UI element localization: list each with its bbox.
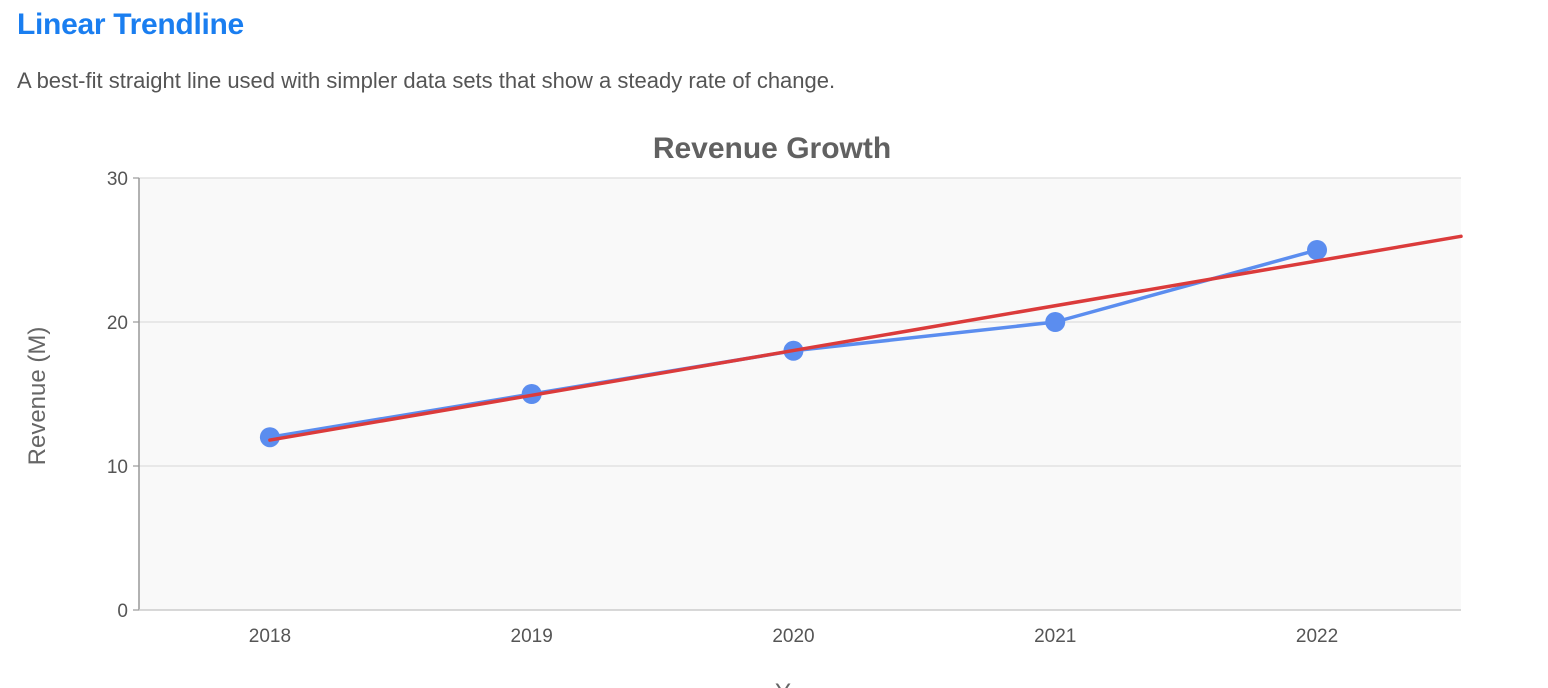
x-tick-label: 2019 [511, 626, 553, 647]
y-tick-label: 0 [117, 601, 128, 622]
x-tick-label: 2022 [1296, 626, 1338, 647]
x-tick-label: 2018 [249, 626, 291, 647]
x-axis-ticks: 2018 2019 2020 2021 2022 [249, 626, 1338, 647]
axes [138, 178, 1461, 611]
y-tick-label: 20 [107, 313, 128, 334]
trendline-layer [268, 234, 1463, 442]
section-title: Linear Trendline [17, 8, 244, 41]
y-tick-label: 10 [107, 457, 128, 478]
section-description: A best-fit straight line used with simpl… [17, 68, 836, 93]
x-tick-label: 2020 [772, 626, 814, 647]
chart-title: Revenue Growth [653, 132, 891, 165]
data-point [1307, 240, 1328, 260]
data-point [1045, 312, 1066, 332]
y-tick-label: 30 [107, 169, 128, 190]
data-point [259, 427, 280, 448]
y-axis-label: Revenue (M) [24, 327, 51, 466]
linear-trendline [268, 234, 1463, 442]
plot-area [139, 178, 1461, 610]
y-axis-ticks: 0 10 20 30 [107, 169, 139, 622]
x-axis-label: Y [775, 679, 791, 688]
x-tick-label: 2021 [1034, 626, 1076, 647]
gridlines [139, 177, 1461, 467]
